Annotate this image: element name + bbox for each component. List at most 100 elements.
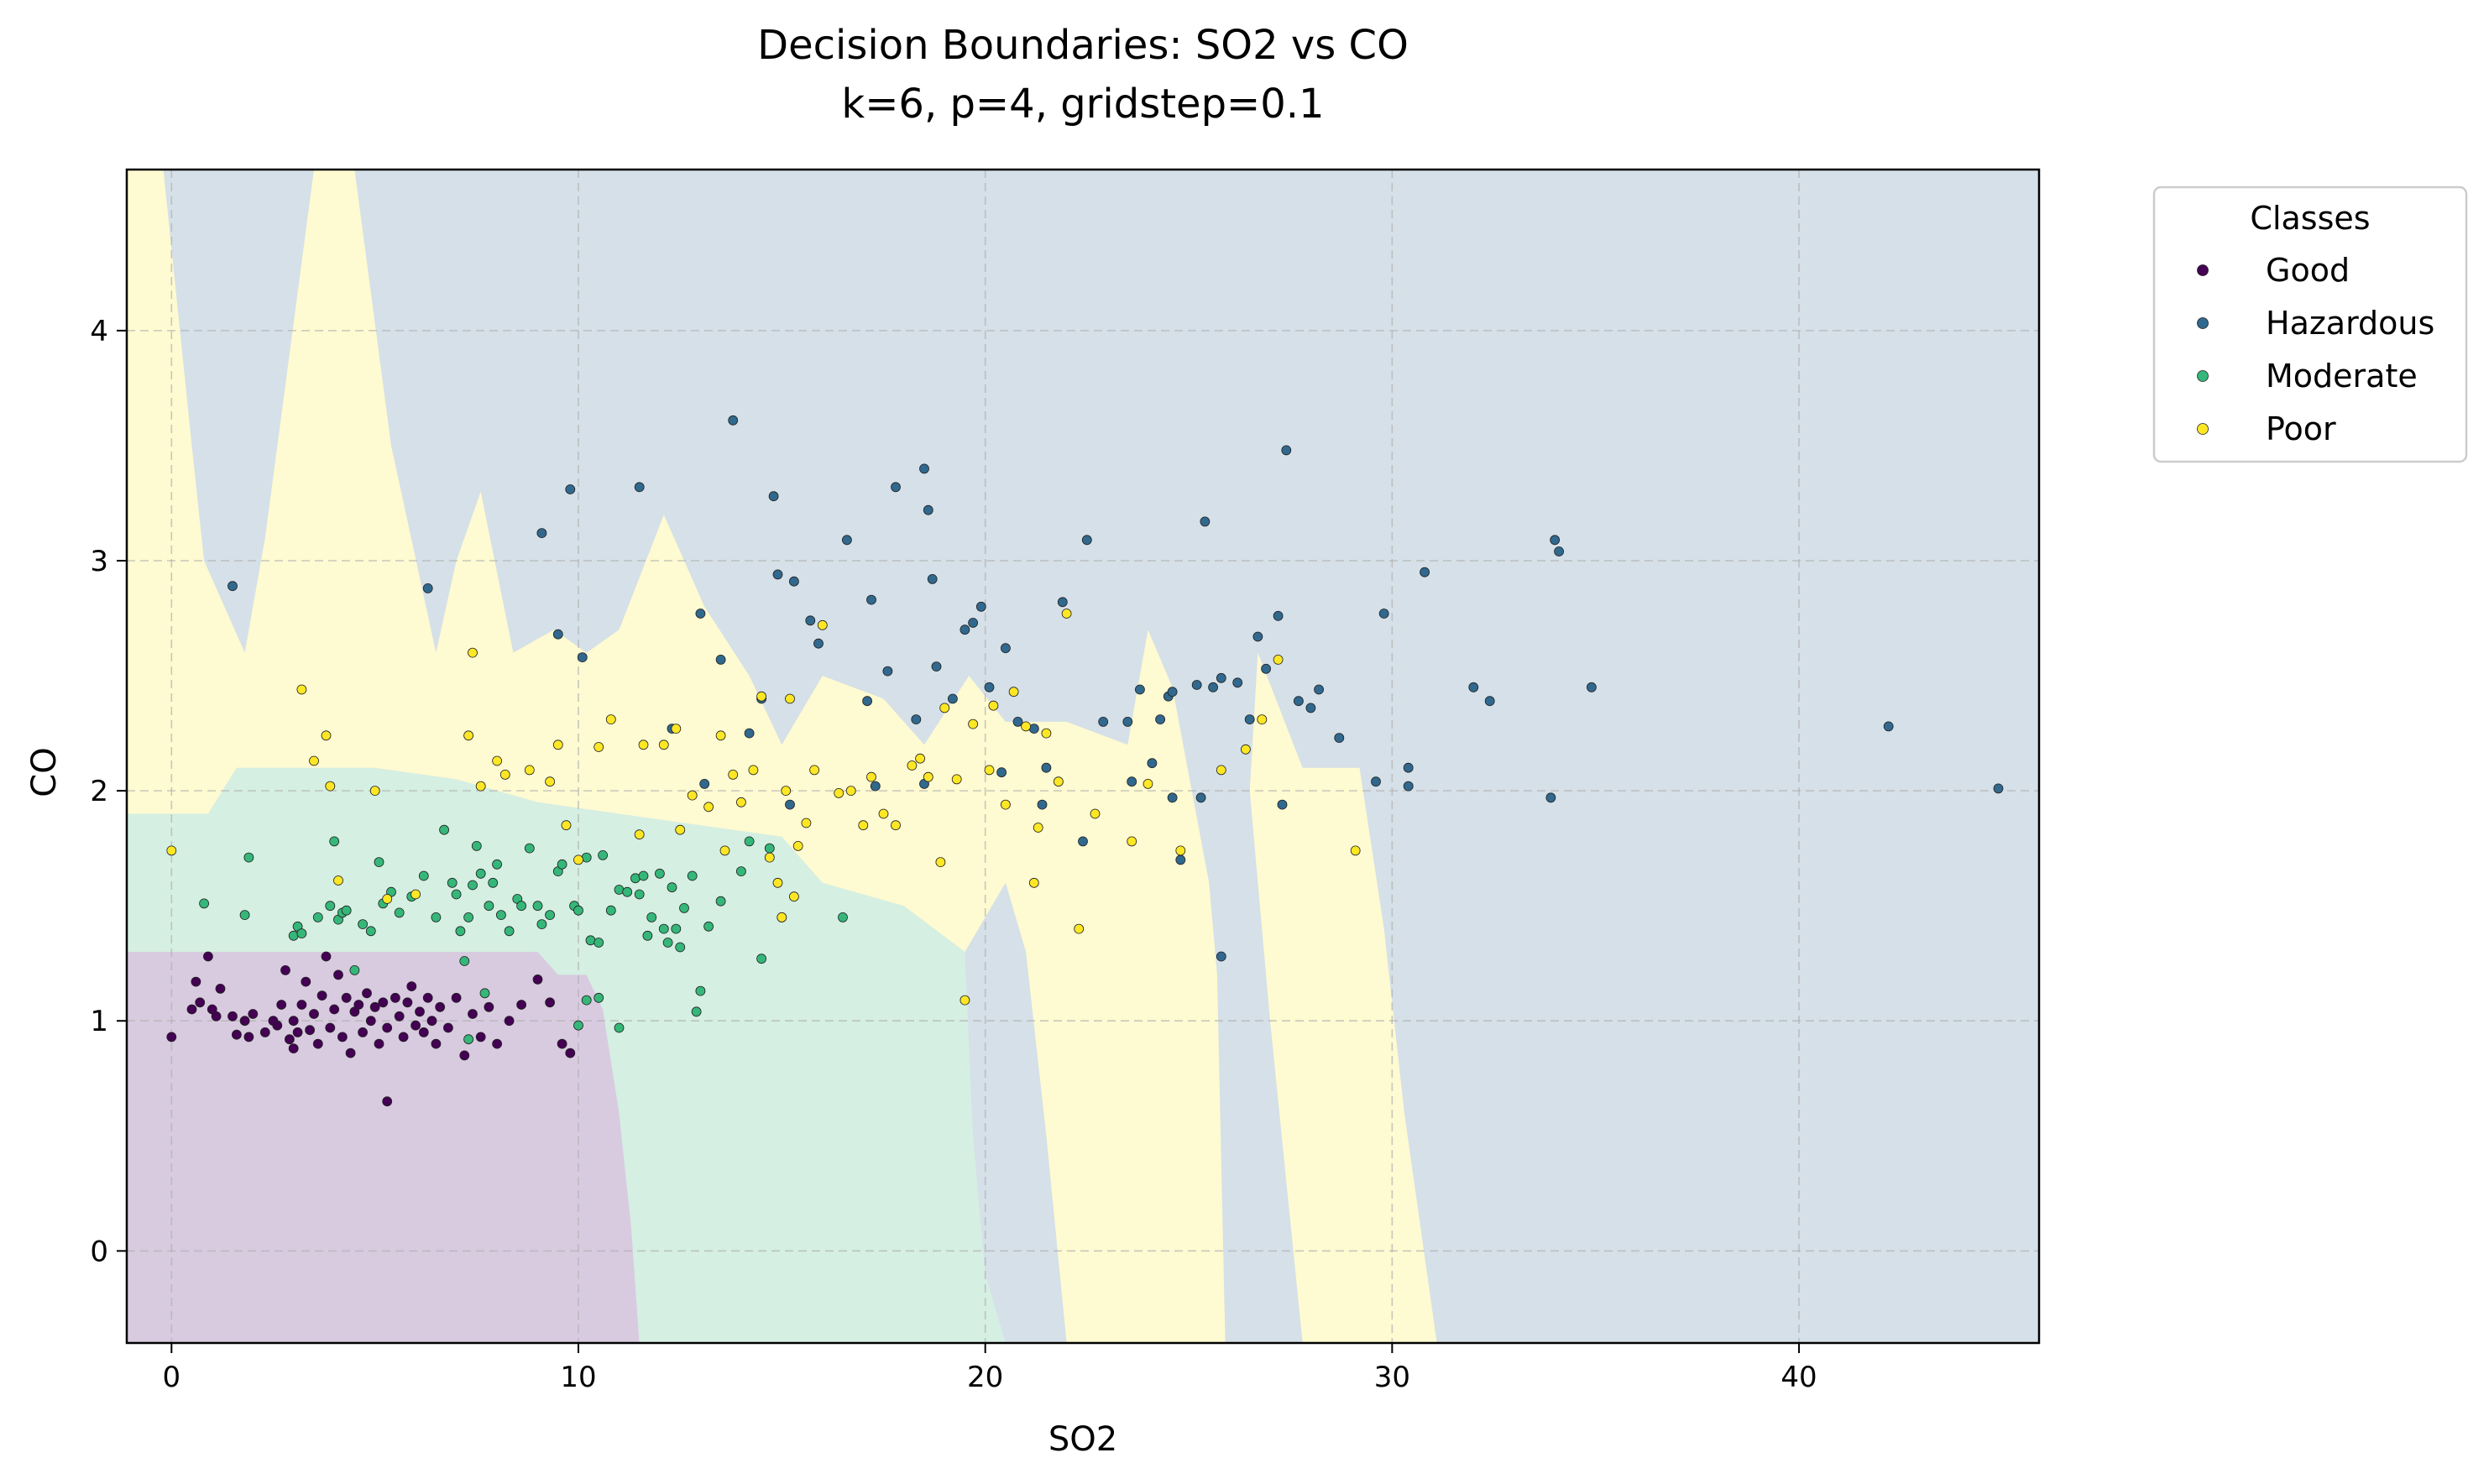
point-moderate bbox=[662, 938, 673, 948]
point-hazardous bbox=[1550, 535, 1561, 546]
point-moderate bbox=[764, 843, 775, 854]
point-poor bbox=[309, 755, 319, 766]
point-hazardous bbox=[891, 482, 901, 493]
point-hazardous bbox=[919, 463, 929, 474]
point-good bbox=[353, 1000, 364, 1010]
point-hazardous bbox=[1403, 762, 1414, 773]
series-poor bbox=[166, 609, 1361, 1006]
point-poor bbox=[728, 770, 739, 780]
point-hazardous bbox=[1587, 682, 1597, 692]
point-good bbox=[475, 1032, 486, 1042]
point-good bbox=[309, 1009, 319, 1019]
point-good bbox=[451, 992, 462, 1003]
point-hazardous bbox=[1216, 672, 1226, 683]
point-good bbox=[301, 976, 311, 987]
point-moderate bbox=[296, 928, 307, 938]
point-good bbox=[280, 965, 290, 975]
point-good bbox=[215, 984, 226, 994]
series-good bbox=[166, 951, 576, 1107]
point-moderate bbox=[703, 921, 714, 932]
point-hazardous bbox=[715, 655, 726, 665]
point-hazardous bbox=[1127, 776, 1137, 787]
point-moderate bbox=[691, 1006, 702, 1017]
point-good bbox=[211, 1011, 222, 1022]
point-good bbox=[272, 1020, 283, 1031]
point-hazardous bbox=[911, 714, 922, 724]
point-hazardous bbox=[1305, 703, 1316, 713]
point-hazardous bbox=[1012, 717, 1023, 727]
point-moderate bbox=[463, 1034, 473, 1045]
point-good bbox=[422, 992, 433, 1003]
point-poor bbox=[915, 753, 925, 764]
legend-marker-hazardous bbox=[2197, 317, 2209, 329]
point-poor bbox=[968, 718, 978, 729]
point-good bbox=[410, 1020, 421, 1031]
legend-items: Good Hazardous Moderate Poor bbox=[2197, 252, 2434, 447]
point-poor bbox=[1175, 845, 1186, 856]
point-hazardous bbox=[1371, 776, 1381, 787]
point-good bbox=[435, 1001, 446, 1012]
point-poor bbox=[296, 684, 307, 695]
point-hazardous bbox=[1277, 799, 1288, 810]
x-tick-label: 40 bbox=[1780, 1361, 1817, 1394]
point-good bbox=[166, 1032, 177, 1042]
point-moderate bbox=[358, 919, 369, 929]
point-good bbox=[312, 1038, 323, 1049]
point-hazardous bbox=[1208, 682, 1218, 692]
point-good bbox=[532, 975, 543, 985]
point-moderate bbox=[374, 857, 384, 867]
point-good bbox=[329, 1004, 340, 1015]
point-hazardous bbox=[1232, 677, 1243, 688]
point-good bbox=[468, 1009, 478, 1019]
point-hazardous bbox=[1468, 682, 1479, 692]
point-good bbox=[504, 1016, 515, 1027]
legend-label-poor: Poor bbox=[2266, 410, 2336, 447]
point-hazardous bbox=[975, 601, 986, 612]
point-moderate bbox=[667, 882, 677, 893]
point-moderate bbox=[479, 988, 490, 999]
point-good bbox=[402, 997, 413, 1008]
point-hazardous bbox=[1191, 680, 1202, 690]
point-poor bbox=[935, 857, 946, 867]
point-hazardous bbox=[768, 491, 779, 502]
point-poor bbox=[789, 891, 799, 902]
point-hazardous bbox=[695, 609, 706, 619]
point-moderate bbox=[492, 859, 502, 870]
point-poor bbox=[671, 724, 682, 734]
point-moderate bbox=[418, 870, 429, 881]
point-moderate bbox=[695, 985, 706, 996]
point-hazardous bbox=[772, 569, 783, 580]
point-poor bbox=[410, 889, 421, 900]
point-poor bbox=[748, 765, 759, 776]
point-poor bbox=[1008, 687, 1019, 698]
point-good bbox=[321, 951, 332, 962]
point-poor bbox=[809, 765, 819, 776]
point-hazardous bbox=[805, 615, 816, 626]
point-good bbox=[382, 1022, 393, 1033]
legend-label-moderate: Moderate bbox=[2266, 358, 2418, 395]
x-axis-label: SO2 bbox=[1048, 1420, 1117, 1459]
point-moderate bbox=[536, 919, 547, 929]
y-tick-label: 3 bbox=[90, 545, 108, 578]
plot-frame bbox=[125, 168, 2041, 1345]
point-poor bbox=[658, 739, 669, 750]
point-moderate bbox=[605, 905, 616, 916]
point-moderate bbox=[679, 903, 689, 913]
point-hazardous bbox=[1334, 733, 1345, 743]
point-hazardous bbox=[1175, 854, 1186, 865]
point-good bbox=[195, 997, 206, 1008]
point-moderate bbox=[598, 850, 608, 860]
point-hazardous bbox=[923, 504, 933, 515]
point-good bbox=[369, 1001, 380, 1012]
point-moderate bbox=[471, 841, 482, 851]
point-moderate bbox=[634, 889, 645, 900]
point-good bbox=[484, 1001, 494, 1012]
point-poor bbox=[1074, 923, 1085, 934]
point-moderate bbox=[532, 901, 543, 912]
point-hazardous bbox=[1403, 781, 1414, 792]
point-moderate bbox=[455, 926, 466, 937]
point-poor bbox=[1041, 728, 1052, 739]
point-poor bbox=[907, 760, 918, 771]
point-hazardous bbox=[1281, 445, 1292, 456]
x-tick-label: 10 bbox=[560, 1361, 596, 1394]
